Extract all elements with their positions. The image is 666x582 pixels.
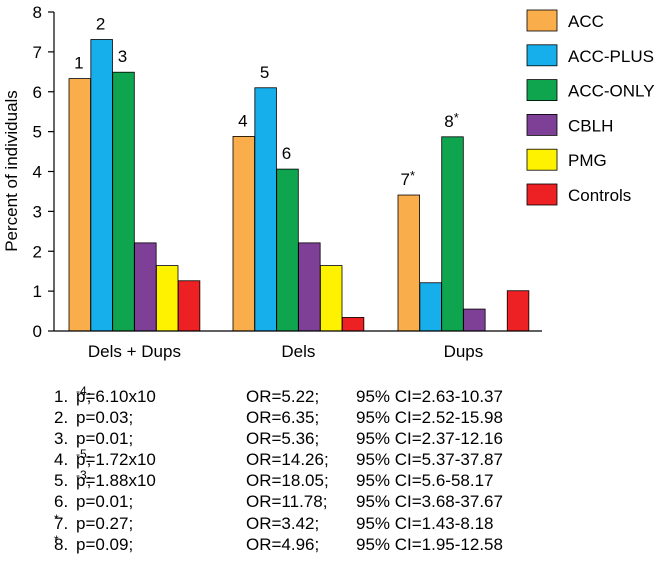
- x-axis-labels: Dels + Dups Dels Dups: [88, 342, 483, 361]
- bar: [112, 71, 135, 332]
- stat-odds-ratio: OR=3.42;: [246, 513, 320, 533]
- stat-confidence-interval: 95% CI=5.6-58.17: [356, 471, 494, 491]
- bars: [68, 39, 530, 332]
- bar-annotation: 7*: [401, 168, 416, 189]
- y-tick-label: 8: [33, 3, 42, 22]
- annotation-number: 8: [444, 112, 453, 131]
- annotation-star: *: [410, 168, 415, 183]
- bar-annotation: 2: [96, 15, 105, 34]
- stat-p-value: p=1.72x10 -5;: [76, 447, 156, 470]
- bar: [276, 168, 299, 332]
- y-tick-label: 7: [33, 43, 42, 62]
- stat-confidence-interval: 95% CI=3.68-37.67: [356, 492, 503, 512]
- bar: [506, 290, 530, 332]
- bar: [319, 265, 343, 332]
- annotation-number: 5: [260, 63, 269, 82]
- bar-annotation: 8*: [444, 110, 459, 131]
- legend-label: ACC: [568, 12, 604, 31]
- stat-odds-ratio: OR=5.36;: [246, 429, 320, 449]
- stat-number: 7. *: [54, 511, 69, 533]
- stat-odds-ratio: OR=4.96;: [246, 534, 320, 554]
- y-tick-label: 1: [33, 282, 42, 301]
- bar: [254, 87, 277, 332]
- bar: [134, 242, 157, 332]
- bar: [155, 265, 179, 332]
- stat-odds-ratio: OR=5.22;: [246, 387, 320, 406]
- legend-swatch: [526, 148, 558, 171]
- legend-label: ACC-PLUS: [568, 47, 654, 66]
- legend-swatch: [526, 183, 558, 206]
- stat-p-value: p=6.10x10 -4;: [76, 384, 156, 406]
- legend-label: PMG: [568, 151, 607, 170]
- y-tick-label: 5: [33, 123, 42, 142]
- legend-swatch: [526, 9, 558, 32]
- y-axis-ticks: 0 1 2 3 4 5 6 7 8: [33, 3, 54, 341]
- bar-annotation: 1: [74, 54, 83, 73]
- stat-confidence-interval: 95% CI=2.63-10.37: [356, 387, 503, 406]
- annotation-number: 2: [96, 15, 105, 34]
- bar: [341, 317, 365, 332]
- bar-annotation: 5: [260, 63, 269, 82]
- y-tick-label: 6: [33, 83, 42, 102]
- stat-odds-ratio: OR=14.26;: [246, 450, 329, 470]
- legend-label: CBLH: [568, 116, 613, 135]
- bar: [441, 136, 464, 332]
- y-tick-label: 0: [33, 322, 42, 341]
- annotation-star: *: [454, 110, 459, 125]
- bar: [90, 39, 113, 332]
- legend-label: ACC-ONLY: [568, 82, 655, 101]
- y-tick-label: 4: [33, 163, 42, 182]
- legend-swatch: [526, 114, 558, 136]
- bar-annotation: 3: [118, 47, 127, 66]
- annotation-number: 3: [118, 47, 127, 66]
- x-tick-label: Dels: [281, 342, 315, 361]
- legend-swatch: [526, 79, 558, 101]
- bar-annotation: 4: [238, 111, 247, 130]
- y-tick-label: 2: [33, 242, 42, 261]
- bar: [463, 308, 486, 332]
- y-axis-label: Percent of individuals: [2, 90, 21, 252]
- legend-swatch: [526, 44, 558, 67]
- bar: [397, 194, 421, 332]
- bar-annotation: 6: [282, 144, 291, 163]
- stat-confidence-interval: 95% CI=5.37-37.87: [356, 450, 503, 470]
- annotation-number: 4: [238, 111, 247, 130]
- stat-confidence-interval: 95% CI=2.37-12.16: [356, 429, 503, 449]
- stat-confidence-interval: 95% CI=2.52-15.98: [356, 408, 503, 428]
- stat-number: 8. *: [54, 532, 69, 554]
- legend: ACC ACC-PLUS ACC-ONLY CBLH PMG Controls: [526, 9, 655, 206]
- bar: [68, 78, 92, 332]
- bar: [177, 280, 201, 332]
- stat-odds-ratio: OR=6.35;: [246, 408, 320, 428]
- annotation-number: 6: [282, 144, 291, 163]
- bar: [419, 282, 442, 332]
- x-tick-label: Dups: [444, 342, 484, 361]
- legend-label: Controls: [568, 186, 631, 205]
- stat-confidence-interval: 95% CI=1.95-12.58: [356, 534, 503, 554]
- y-tick-label: 3: [33, 202, 42, 221]
- bar: [298, 242, 321, 332]
- annotation-number: 7: [401, 170, 410, 189]
- stat-confidence-interval: 95% CI=1.43-8.18: [356, 513, 494, 533]
- annotation-number: 1: [74, 54, 83, 73]
- stat-p-value: p=1.88x10 -3;: [76, 468, 156, 491]
- stat-odds-ratio: OR=18.05;: [246, 471, 329, 491]
- bar: [232, 136, 256, 332]
- stat-odds-ratio: OR=11.78;: [246, 492, 328, 512]
- x-tick-label: Dels + Dups: [88, 342, 181, 361]
